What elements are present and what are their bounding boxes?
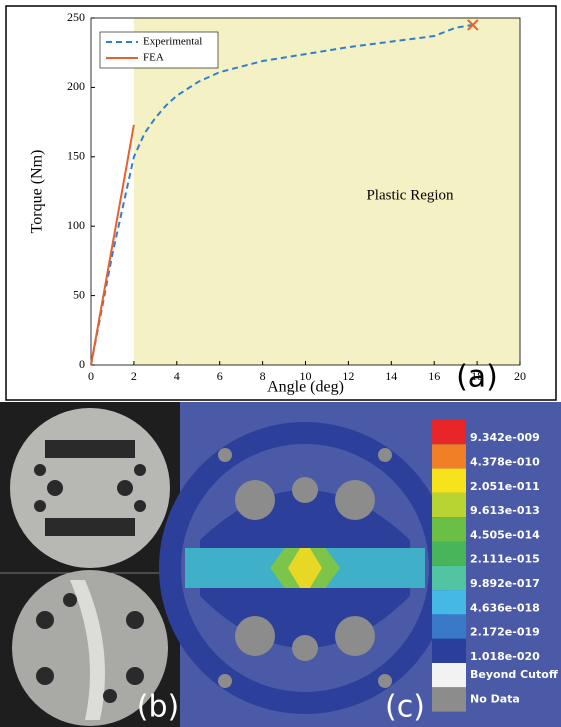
x-axis-label: Angle (deg) [267,379,344,396]
x-tick-label: 12 [342,369,354,383]
y-tick-label: 50 [73,287,85,301]
color-swatch [432,614,466,639]
failure-marker [467,19,479,31]
y-tick-label: 250 [67,10,85,24]
legend-label: 2.051e-011 [470,480,540,493]
legend-box [99,31,219,69]
x-tick-label: 0 [88,369,94,383]
color-swatch [432,517,466,542]
fea-legend: 9.342e-009 4.378e-010 2.051e-011 9.613e-013… [432,420,558,712]
x-tick-label: 16 [428,369,440,383]
color-swatch [432,492,466,518]
y-axis-label: Torque (Nm) [29,150,46,234]
plate-photo [12,570,168,726]
legend-label: Experimental [143,36,202,48]
color-swatch [432,541,466,566]
x-tick-label: 4 [174,369,180,383]
x-tick-label: 14 [385,369,397,383]
panel-label: (c) [385,690,425,725]
legend-label: 1.018e-020 [470,650,540,663]
series-line [90,124,135,366]
y-tick-label: 200 [67,79,85,93]
legend-label: 4.505e-014 [470,528,540,541]
legend-label: 9.613e-013 [470,504,540,517]
legend-label: Beyond Cutoff [470,668,558,681]
legend-label: 2.172e-019 [470,626,540,639]
shaded-region [133,18,520,365]
color-swatch [432,468,466,493]
y-tick-label: 100 [67,218,85,232]
legend-label: 9.892e-017 [470,577,540,590]
series-line [90,23,473,366]
x-tick-label: 8 [260,369,266,383]
legend-label: 9.342e-009 [470,431,540,444]
legend-label: No Data [470,692,520,705]
color-swatch [432,420,466,445]
legend-label: 2.111e-015 [470,553,540,566]
legend-label: 4.378e-010 [470,455,540,468]
y-tick-label: 150 [67,149,85,163]
color-swatch [432,590,466,615]
plate-photo [10,408,170,568]
legend-label: FEA [143,52,164,64]
x-tick-label: 6 [217,369,223,383]
x-tick-label: 2 [131,369,137,383]
color-swatch [432,687,466,712]
panel-label: (a) [456,360,498,395]
panel-label: (b) [137,690,179,725]
x-tick-label: 20 [514,369,526,383]
color-swatch [432,638,466,663]
region-label: Plastic Region [366,187,454,203]
x-tick-label: 18 [471,369,483,383]
y-tick-label: 0 [79,357,85,371]
color-swatch [432,444,466,469]
x-tick-label: 10 [300,369,312,383]
color-swatch [432,565,466,591]
color-swatch [432,663,466,688]
legend-label: 4.636e-018 [470,601,540,614]
